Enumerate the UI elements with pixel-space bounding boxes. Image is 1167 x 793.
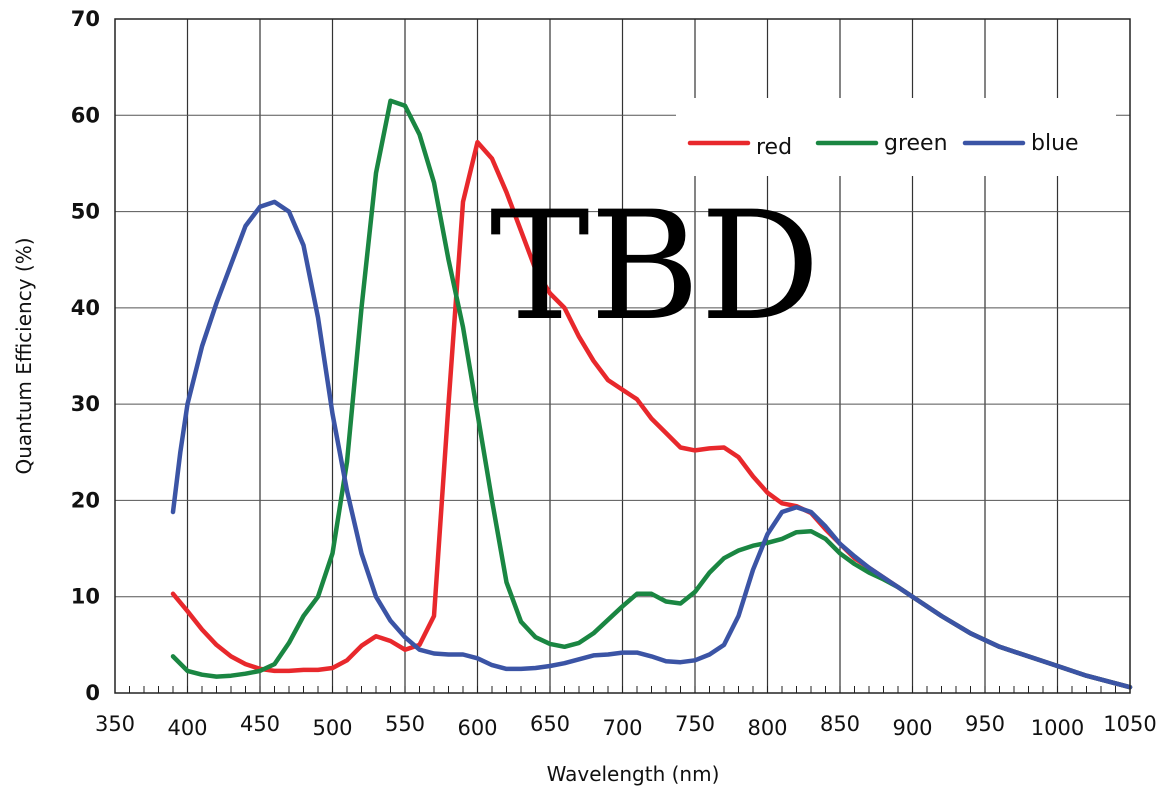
x-axis-ticks: 350 400 450 500 550 600 650 700 750 800 850 900 950 1… bbox=[95, 712, 1157, 740]
y-tick-label: 40 bbox=[71, 296, 100, 320]
x-tick-label: 400 bbox=[167, 716, 207, 740]
y-tick-label: 60 bbox=[71, 103, 100, 127]
legend-box bbox=[676, 98, 1116, 176]
x-tick-label: 950 bbox=[965, 712, 1005, 736]
series-line-blue bbox=[170, 199, 1133, 690]
series-line-green bbox=[170, 98, 1133, 690]
series-lines bbox=[170, 98, 1133, 690]
x-tick-label: 850 bbox=[820, 712, 860, 736]
y-tick-label: 50 bbox=[71, 200, 100, 224]
y-tick-label: 0 bbox=[85, 681, 100, 705]
x-tick-label: 700 bbox=[602, 716, 642, 740]
x-tick-label: 750 bbox=[675, 712, 715, 736]
x-tick-label: 800 bbox=[747, 716, 787, 740]
y-tick-label: 20 bbox=[71, 488, 100, 512]
legend: red green blue bbox=[687, 131, 1079, 160]
tbd-watermark: TBD bbox=[490, 180, 821, 354]
legend-label-green: green bbox=[884, 131, 948, 156]
x-tick-label: 1000 bbox=[1031, 716, 1084, 740]
y-tick-label: 30 bbox=[71, 392, 100, 416]
x-tick-label: 350 bbox=[95, 712, 135, 736]
legend-label-red: red bbox=[756, 135, 792, 160]
y-tick-label: 10 bbox=[71, 585, 100, 609]
y-tick-label: 70 bbox=[71, 7, 100, 31]
y-axis-ticks: 0 10 20 30 40 50 60 70 bbox=[71, 7, 100, 705]
y-axis-title: Quantum Efficiency (%) bbox=[12, 237, 36, 474]
x-tick-label: 650 bbox=[530, 712, 570, 736]
x-tick-label: 550 bbox=[385, 712, 425, 736]
x-tick-label: 1050 bbox=[1103, 712, 1156, 736]
x-axis-title: Wavelength (nm) bbox=[547, 762, 720, 786]
x-tick-label: 450 bbox=[240, 712, 280, 736]
minor-ticks bbox=[114, 686, 1131, 693]
legend-label-blue: blue bbox=[1031, 131, 1079, 156]
plot-frame bbox=[114, 18, 1131, 694]
x-tick-label: 900 bbox=[892, 716, 932, 740]
x-tick-label: 500 bbox=[312, 716, 352, 740]
x-tick-label: 600 bbox=[457, 716, 497, 740]
